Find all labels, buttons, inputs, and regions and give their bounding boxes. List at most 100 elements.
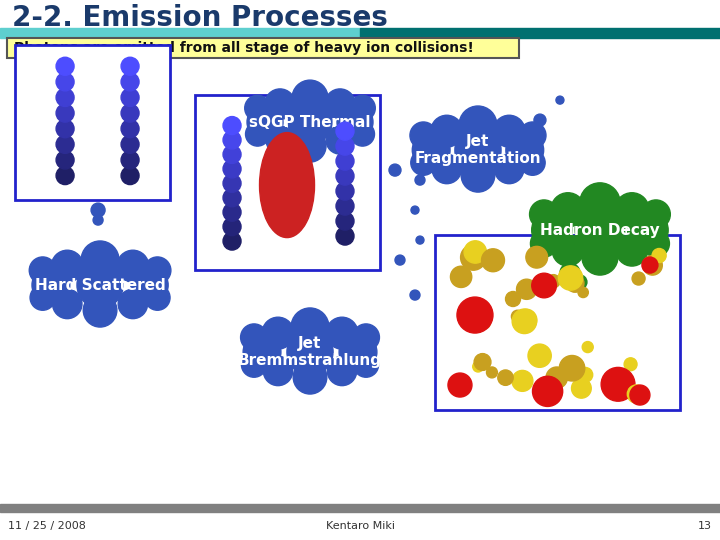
Circle shape	[91, 203, 105, 217]
Circle shape	[30, 285, 55, 310]
Circle shape	[559, 355, 585, 381]
Circle shape	[339, 333, 377, 371]
Circle shape	[616, 234, 648, 266]
FancyBboxPatch shape	[7, 38, 519, 58]
FancyBboxPatch shape	[435, 235, 680, 410]
Circle shape	[461, 245, 486, 270]
Circle shape	[566, 274, 584, 292]
Circle shape	[528, 344, 552, 367]
Text: Hadron Decay: Hadron Decay	[540, 222, 660, 238]
Circle shape	[551, 193, 585, 227]
Circle shape	[632, 272, 645, 285]
Circle shape	[245, 96, 270, 121]
Circle shape	[520, 150, 545, 176]
Circle shape	[642, 230, 670, 257]
Circle shape	[53, 289, 82, 319]
Circle shape	[326, 126, 354, 154]
Circle shape	[516, 309, 537, 330]
Circle shape	[32, 266, 70, 304]
Circle shape	[56, 104, 74, 122]
Bar	[0, 28, 360, 38]
Circle shape	[328, 356, 356, 386]
Circle shape	[578, 368, 593, 382]
Circle shape	[336, 197, 354, 215]
Circle shape	[533, 376, 563, 407]
Circle shape	[56, 57, 74, 75]
Circle shape	[480, 318, 490, 328]
Circle shape	[240, 324, 267, 351]
Circle shape	[293, 360, 327, 394]
Circle shape	[121, 136, 139, 153]
Circle shape	[84, 293, 117, 327]
Text: sQGP Thermal: sQGP Thermal	[249, 114, 371, 130]
Circle shape	[601, 367, 635, 401]
Text: Jet
Fragmentation: Jet Fragmentation	[415, 134, 541, 166]
Bar	[360, 28, 720, 38]
Circle shape	[145, 285, 170, 310]
Circle shape	[546, 367, 567, 388]
Circle shape	[336, 122, 354, 140]
Circle shape	[118, 289, 148, 319]
Circle shape	[451, 266, 472, 287]
Circle shape	[117, 250, 149, 282]
Text: 11 / 25 / 2008: 11 / 25 / 2008	[8, 521, 86, 531]
Circle shape	[474, 354, 491, 370]
Circle shape	[294, 130, 326, 162]
Circle shape	[93, 215, 103, 225]
Circle shape	[582, 342, 593, 353]
Circle shape	[246, 122, 269, 146]
Circle shape	[534, 114, 546, 126]
Circle shape	[519, 122, 546, 149]
Circle shape	[223, 117, 241, 134]
Circle shape	[264, 356, 293, 386]
Circle shape	[51, 250, 84, 282]
Circle shape	[389, 164, 401, 176]
Circle shape	[336, 137, 354, 155]
Bar	[0, 504, 720, 512]
Circle shape	[578, 287, 588, 298]
Circle shape	[628, 210, 668, 251]
Circle shape	[350, 96, 375, 121]
Circle shape	[410, 290, 420, 300]
Circle shape	[572, 379, 591, 398]
Circle shape	[532, 273, 557, 298]
Circle shape	[455, 127, 501, 173]
Circle shape	[56, 151, 74, 169]
Circle shape	[512, 309, 536, 334]
Circle shape	[56, 167, 74, 185]
Circle shape	[457, 297, 493, 333]
Text: Hard Scattered: Hard Scattered	[35, 278, 166, 293]
Text: 2-2. Emission Processes: 2-2. Emission Processes	[12, 4, 388, 32]
Circle shape	[121, 73, 139, 91]
Ellipse shape	[259, 133, 315, 238]
Circle shape	[531, 230, 557, 257]
Circle shape	[337, 104, 373, 140]
Circle shape	[624, 358, 637, 370]
Circle shape	[556, 96, 564, 104]
Circle shape	[351, 122, 374, 146]
Circle shape	[547, 275, 560, 288]
Circle shape	[121, 104, 139, 122]
Circle shape	[462, 159, 495, 192]
Circle shape	[223, 189, 241, 207]
Circle shape	[487, 367, 498, 378]
Circle shape	[223, 160, 241, 178]
Circle shape	[615, 193, 649, 227]
Circle shape	[580, 183, 620, 224]
Circle shape	[336, 212, 354, 230]
Circle shape	[247, 104, 283, 140]
Circle shape	[495, 154, 524, 184]
Circle shape	[265, 89, 295, 119]
Circle shape	[336, 152, 354, 170]
Circle shape	[516, 279, 536, 299]
Circle shape	[505, 292, 521, 307]
Circle shape	[287, 329, 333, 375]
Circle shape	[241, 352, 266, 377]
Circle shape	[506, 131, 544, 169]
Circle shape	[642, 200, 670, 229]
Circle shape	[529, 200, 558, 229]
FancyBboxPatch shape	[195, 95, 380, 270]
Circle shape	[575, 205, 625, 255]
Circle shape	[416, 236, 424, 244]
Circle shape	[56, 89, 74, 106]
